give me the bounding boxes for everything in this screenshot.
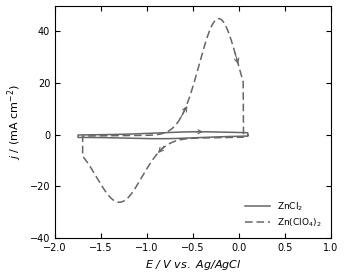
Legend: ZnCl$_2$, Zn(ClO$_4$)$_2$: ZnCl$_2$, Zn(ClO$_4$)$_2$ bbox=[240, 196, 326, 234]
Y-axis label: $j$ / (mA cm$^{-2}$): $j$ / (mA cm$^{-2}$) bbox=[6, 84, 24, 160]
X-axis label: $E$ / V $vs.$ Ag/AgCl: $E$ / V $vs.$ Ag/AgCl bbox=[145, 259, 241, 272]
